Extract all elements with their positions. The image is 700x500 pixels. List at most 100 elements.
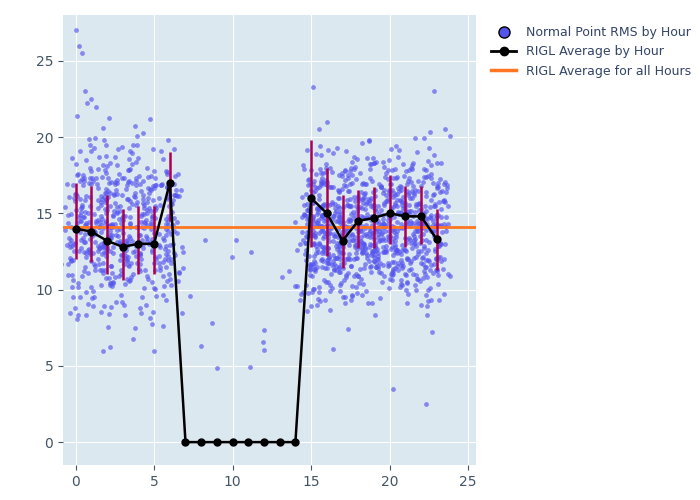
- Point: [127, 270, 139, 278]
- Point: [74, 228, 85, 235]
- Point: [171, 229, 182, 237]
- Point: [313, 182, 324, 190]
- Point: [397, 204, 408, 212]
- Point: [349, 233, 360, 241]
- Point: [290, 282, 301, 290]
- Point: [321, 259, 332, 267]
- Point: [419, 134, 430, 141]
- Point: [302, 146, 313, 154]
- Point: [384, 186, 395, 194]
- Point: [136, 218, 147, 226]
- Point: [68, 182, 79, 190]
- Point: [64, 243, 76, 251]
- Point: [301, 307, 312, 315]
- Point: [401, 221, 412, 229]
- Point: [98, 248, 109, 256]
- Point: [130, 247, 141, 255]
- Point: [160, 245, 171, 253]
- Point: [80, 254, 92, 262]
- Point: [131, 252, 142, 260]
- Point: [101, 196, 112, 203]
- Point: [347, 214, 358, 222]
- Point: [372, 255, 384, 263]
- Point: [400, 246, 411, 254]
- Point: [102, 222, 113, 230]
- Point: [350, 224, 361, 232]
- Point: [72, 278, 83, 286]
- Point: [63, 260, 74, 268]
- Point: [424, 144, 435, 152]
- Point: [377, 234, 388, 242]
- Point: [169, 180, 180, 188]
- Point: [439, 255, 450, 263]
- Point: [316, 210, 328, 218]
- Point: [368, 201, 379, 209]
- Point: [162, 189, 174, 197]
- Point: [122, 178, 134, 186]
- Point: [97, 216, 108, 224]
- Point: [408, 190, 419, 198]
- Point: [392, 246, 403, 254]
- Point: [395, 197, 406, 205]
- Point: [393, 152, 404, 160]
- Point: [401, 254, 412, 262]
- Point: [400, 206, 411, 214]
- Point: [401, 234, 412, 242]
- Point: [90, 102, 101, 110]
- Point: [416, 254, 427, 262]
- Point: [321, 118, 332, 126]
- Point: [346, 236, 358, 244]
- Point: [424, 238, 435, 246]
- Point: [350, 202, 361, 209]
- Point: [105, 222, 116, 230]
- Point: [368, 202, 379, 209]
- Point: [99, 204, 110, 212]
- Point: [352, 228, 363, 236]
- Point: [309, 232, 321, 240]
- Point: [160, 215, 172, 223]
- Point: [333, 194, 344, 202]
- Point: [317, 262, 328, 270]
- Point: [85, 250, 96, 258]
- Point: [341, 273, 352, 281]
- Point: [95, 212, 106, 220]
- Point: [303, 230, 314, 238]
- Point: [134, 260, 146, 268]
- Point: [173, 268, 184, 276]
- Point: [400, 286, 412, 294]
- Point: [131, 174, 142, 182]
- Point: [333, 233, 344, 241]
- Point: [298, 236, 309, 244]
- Point: [346, 291, 358, 299]
- Point: [365, 233, 376, 241]
- Point: [66, 283, 78, 291]
- Point: [336, 218, 347, 226]
- Point: [346, 180, 358, 188]
- Point: [352, 272, 363, 280]
- Point: [338, 224, 349, 232]
- Point: [125, 165, 136, 173]
- Point: [300, 281, 312, 289]
- Point: [412, 219, 423, 227]
- Point: [376, 183, 387, 191]
- Point: [104, 310, 115, 318]
- Point: [88, 248, 99, 256]
- Point: [442, 184, 453, 192]
- Point: [89, 210, 100, 218]
- Point: [104, 189, 116, 197]
- Point: [335, 232, 346, 240]
- Point: [318, 200, 330, 207]
- Point: [323, 259, 335, 267]
- Point: [328, 237, 339, 245]
- Point: [386, 238, 398, 246]
- Point: [141, 232, 152, 240]
- Point: [333, 204, 344, 212]
- Point: [390, 246, 401, 254]
- Point: [164, 275, 176, 283]
- Point: [160, 167, 172, 175]
- Point: [345, 217, 356, 225]
- Point: [391, 232, 402, 240]
- Point: [384, 238, 395, 246]
- Point: [350, 242, 361, 250]
- Point: [116, 244, 127, 252]
